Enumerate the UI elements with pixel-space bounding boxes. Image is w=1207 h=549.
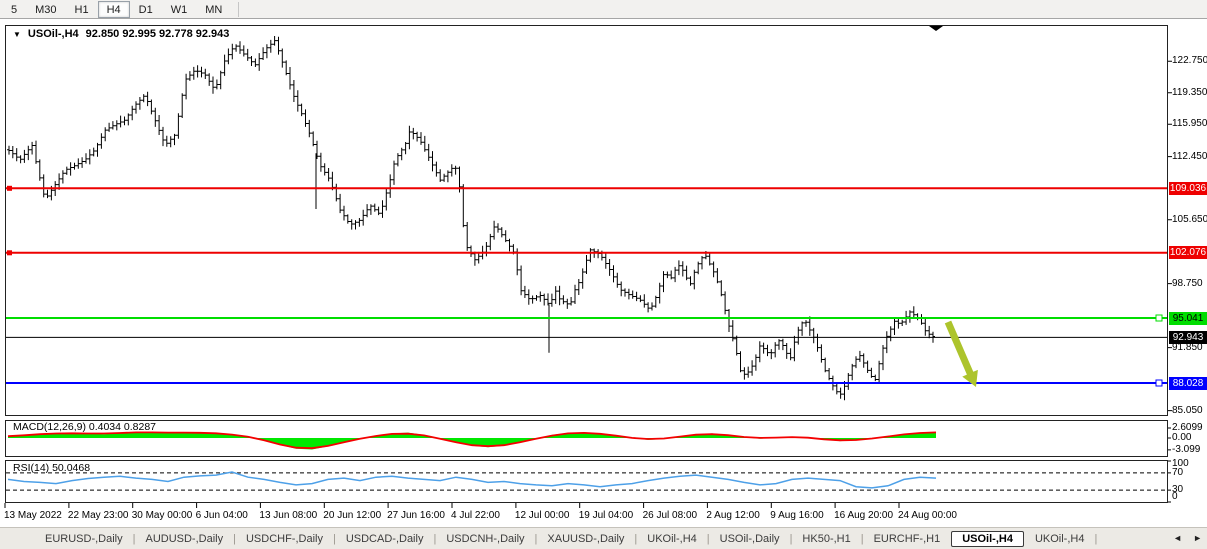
time-axis-label: 30 May 00:00 [131,510,193,521]
time-axis-label: 22 May 23:00 [67,510,129,521]
rsi-plot [6,471,1167,491]
macd-scale-label: 2.6099 [1172,422,1203,433]
tab-hk50-h1[interactable]: HK50-,H1 [802,532,851,545]
timeframe-button-5[interactable]: 5 [11,3,18,16]
tab-separator: | [332,532,336,545]
price-badge-resistance: 95.041 [1169,311,1207,325]
macd-plot [7,431,937,450]
price-axis-label: 115.950 [1172,118,1207,130]
price-axis-label: 122.750 [1172,55,1207,67]
axis-ticks [4,60,1172,508]
symbol-tabs: EURUSD-,Daily | AUDUSD-,Daily | USDCHF-,Dail… [38,530,1100,547]
time-axis-label: 4 Jul 22:00 [451,510,500,521]
price-badge-resistance: 109.036 [1169,181,1207,195]
tab-separator: | [132,532,136,545]
tab-separator: | [433,532,437,545]
price-axis-label: 119.350 [1172,86,1207,98]
tab-usdcnh-daily[interactable]: USDCNH-,Daily [446,532,525,545]
price-badge-current-price: 92.943 [1169,330,1207,344]
tabs-scroll-left-icon[interactable]: ◄ [1173,533,1183,543]
time-axis-label: 26 Jul 08:00 [642,510,698,521]
toolbar-separator [238,1,240,17]
time-axis-label: 13 May 2022 [4,510,62,521]
timeframe-buttons: 5 M30 H1 H4 D1 W1 MN [2,0,231,18]
price-axis-label: 98.750 [1172,277,1203,289]
tab-scroll-arrows: ◄ ► [1173,533,1202,543]
chart-symbol-timeframe: USOil-,H4 [27,28,79,40]
symbol-tabbar: EURUSD-,Daily | AUDUSD-,Daily | USDCHF-,Dail… [0,527,1207,549]
time-axis-label: 12 Jul 00:00 [514,510,570,521]
tab-eurchf-h1[interactable]: EURCHF-,H1 [873,532,941,545]
timeframe-toolbar: 5 M30 H1 H4 D1 W1 MN [0,0,1207,19]
chart-dropdown-icon[interactable]: ▼ [13,29,21,39]
tab-separator: | [789,532,793,545]
macd-scale-label: -3.099 [1172,443,1201,455]
timeframe-button-D1[interactable]: D1 [138,3,153,16]
tab-separator: | [634,532,638,545]
timeframe-button-MN[interactable]: MN [205,3,223,16]
time-axis-label: 2 Aug 12:00 [706,510,760,521]
rsi-indicator-label: RSI(14) 50.0468 [13,462,91,474]
rsi-scale-label: 0 [1172,491,1178,502]
level-lines[interactable] [6,185,1167,387]
tabs-scroll-right-icon[interactable]: ► [1193,533,1202,543]
tab-separator: | [233,532,236,545]
timeframe-button-M30[interactable]: M30 [35,3,57,16]
price-axis-label: 112.450 [1172,150,1207,162]
price-axis-label: 91.850 [1172,341,1203,353]
price-badge-resistance: 102.076 [1169,246,1207,260]
tab-usdchf-daily[interactable]: USDCHF-,Daily [245,532,323,545]
tab-separator: | [534,532,538,545]
chart-window-frames [5,25,1168,503]
tab-eurusd-daily[interactable]: EURUSD-,Daily [45,532,123,545]
tab-separator: | [1094,532,1098,545]
price-badge-support: 88.028 [1169,376,1207,390]
tab-ukoil-h4[interactable]: UKOil-,H4 [1034,532,1085,545]
time-axis-label: 6 Jun 04:00 [195,510,248,521]
tab-usdcad-daily[interactable]: USDCAD-,Daily [345,532,424,545]
chart-ohlc-values: 92.850 92.995 92.778 92.943 [85,28,230,40]
time-axis-label: 24 Aug 00:00 [898,510,957,521]
tab-separator: | [706,532,710,545]
rsi-scale-label: 30 [1172,484,1184,496]
chart-title: ▼ USOil-,H4 92.850 92.995 92.778 92.943 [13,28,229,40]
timeframe-button-H1[interactable]: H1 [74,3,89,16]
timeframe-button-H4[interactable]: H4 [97,0,130,18]
time-axis-label: 16 Aug 20:00 [834,510,894,521]
chart-shift-marker-icon[interactable] [929,26,943,31]
timeframe-button-W1[interactable]: W1 [170,3,188,16]
price-axis-label: 85.050 [1172,404,1203,416]
tab-usoil-daily[interactable]: USOil-,Daily [719,532,780,545]
rsi-scale-label: 100 [1172,458,1189,469]
ohlc-bars [7,36,935,401]
tab-separator: | [860,532,864,545]
macd-scale-label: 0.00 [1172,432,1192,443]
price-axis-label: 105.650 [1172,213,1207,225]
tab-ukoil-h4[interactable]: UKOil-,H4 [647,532,697,545]
rsi-scale-label: 70 [1172,466,1184,478]
sell-arrow-annotation[interactable] [944,320,978,387]
time-axis-label: 19 Jul 04:00 [578,510,634,521]
time-axis-label: 13 Jun 08:00 [259,510,318,521]
tab-usoil-h4[interactable]: USOil-,H4 [951,530,1024,547]
tab-audusd-daily[interactable]: AUDUSD-,Daily [145,532,224,545]
macd-indicator-label: MACD(12,26,9) 0.4034 0.8287 [13,421,157,433]
time-axis-label: 9 Aug 16:00 [770,510,824,521]
tab-xauusd-daily[interactable]: XAUUSD-,Daily [547,532,625,545]
time-axis-label: 20 Jun 12:00 [323,510,382,521]
time-axis-label: 27 Jun 16:00 [387,510,445,521]
